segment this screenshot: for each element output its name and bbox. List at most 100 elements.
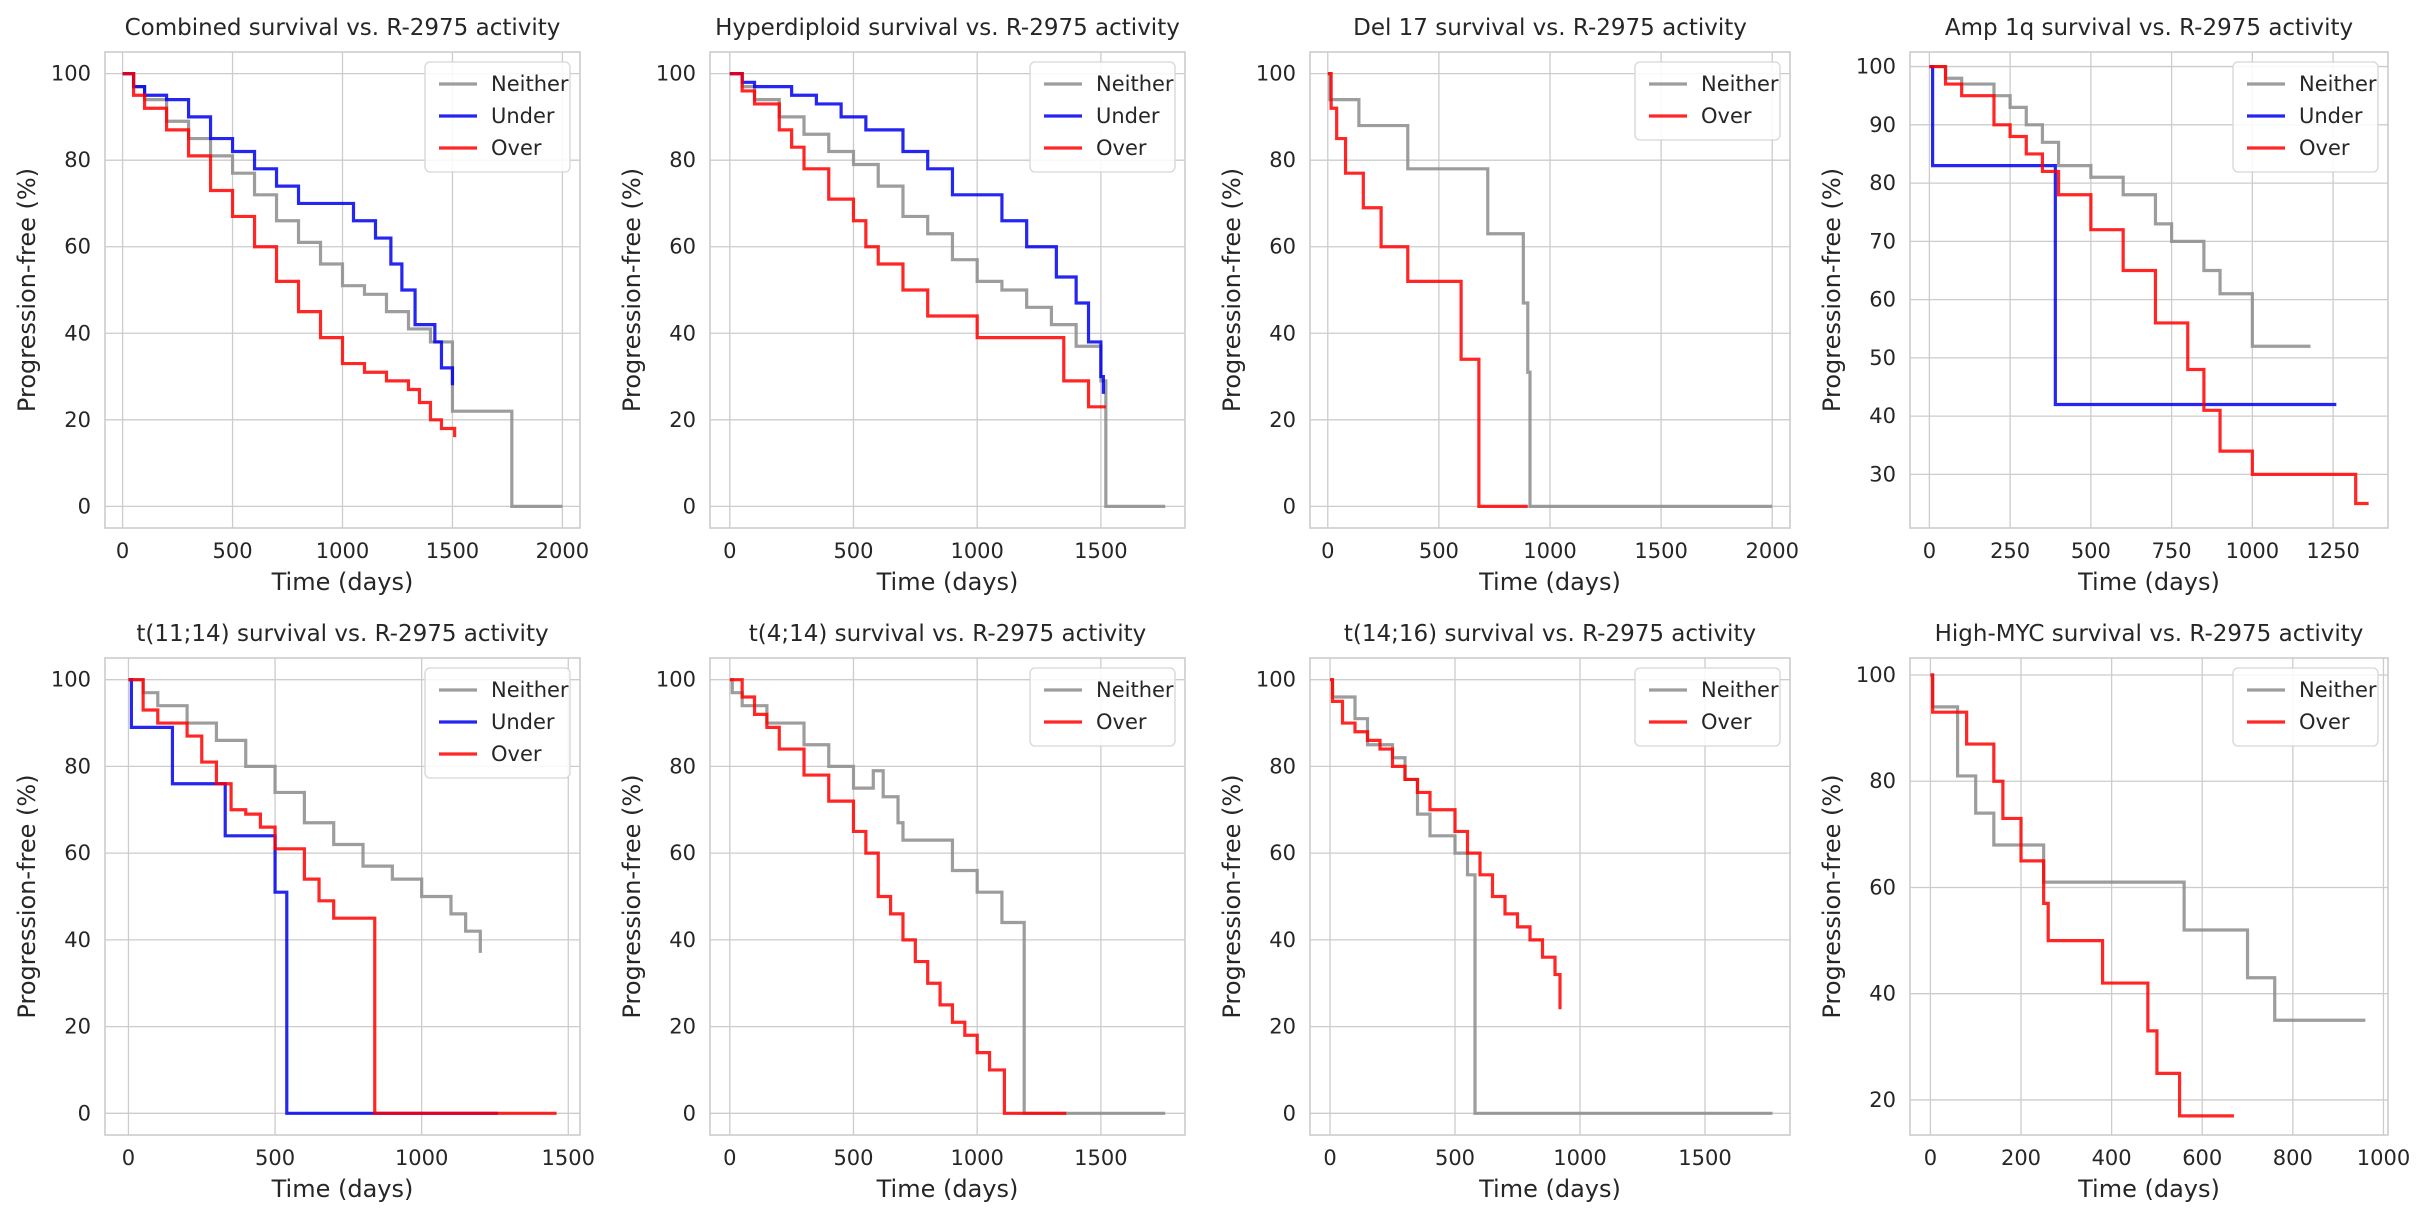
x-tick-label: 600 bbox=[2182, 1146, 2222, 1170]
x-tick-label: 2000 bbox=[536, 539, 589, 563]
legend-label-neither: Neither bbox=[2299, 678, 2377, 702]
x-tick-label: 500 bbox=[833, 1146, 873, 1170]
y-tick-label: 40 bbox=[1869, 404, 1896, 428]
chart-title: t(11;14) survival vs. R-2975 activity bbox=[136, 621, 548, 647]
chart-panel-4: 0 250 500 750 1000 1250 30 40 50 60 70 80 90 100 Amp 1… bbox=[1818, 15, 2389, 596]
series-line-neither bbox=[1327, 72, 1773, 508]
plot-frame bbox=[104, 51, 581, 529]
legend: Neither Over bbox=[1634, 61, 1781, 141]
series-line-over bbox=[1330, 678, 1562, 1010]
x-tick-label: 1500 bbox=[1074, 539, 1127, 563]
legend-label-under: Under bbox=[491, 104, 555, 128]
chart-panel-8: 0 200 400 600 800 1000 20 40 60 80 100 High-MYC sur… bbox=[1818, 621, 2410, 1203]
y-tick-label: 20 bbox=[64, 1015, 91, 1039]
x-tick-label: 800 bbox=[2273, 1146, 2313, 1170]
y-tick-label: 20 bbox=[1269, 1015, 1296, 1039]
legend: Neither Over bbox=[1029, 667, 1176, 747]
y-tick-label: 60 bbox=[669, 235, 696, 259]
legend-label-under: Under bbox=[2299, 104, 2363, 128]
y-tick-label: 0 bbox=[1283, 1101, 1296, 1125]
y-tick-label: 80 bbox=[1869, 171, 1896, 195]
x-tick-label: 1000 bbox=[395, 1146, 448, 1170]
plot-frame bbox=[1309, 51, 1791, 529]
legend-label-over: Over bbox=[2299, 136, 2350, 160]
chart-title: High-MYC survival vs. R-2975 activity bbox=[1935, 621, 2364, 647]
x-axis-label: Time (days) bbox=[1478, 1175, 1621, 1203]
y-tick-label: 50 bbox=[1869, 346, 1896, 370]
legend: Neither Over bbox=[1634, 667, 1781, 747]
y-tick-label: 100 bbox=[1856, 55, 1896, 79]
x-tick-label: 1500 bbox=[1074, 1146, 1127, 1170]
y-tick-label: 20 bbox=[1869, 1088, 1896, 1112]
series-line-over bbox=[1327, 72, 1528, 508]
y-tick-label: 60 bbox=[669, 841, 696, 865]
chart-title: t(4;14) survival vs. R-2975 activity bbox=[749, 621, 1147, 647]
chart-panel-2: 0 500 1000 1500 0 20 40 60 80 100 Hyperdiploid sur… bbox=[618, 15, 1186, 596]
y-tick-label: 0 bbox=[1283, 494, 1296, 518]
chart-title: Amp 1q survival vs. R-2975 activity bbox=[1945, 15, 2353, 41]
x-tick-label: 0 bbox=[116, 539, 129, 563]
x-tick-label: 0 bbox=[1924, 1146, 1937, 1170]
legend-label-over: Over bbox=[1096, 136, 1147, 160]
y-tick-label: 60 bbox=[64, 841, 91, 865]
y-axis-label: Progression-free (%) bbox=[13, 774, 41, 1018]
y-tick-label: 80 bbox=[669, 148, 696, 172]
x-tick-label: 750 bbox=[2152, 539, 2192, 563]
y-tick-label: 80 bbox=[64, 754, 91, 778]
legend-box bbox=[1029, 667, 1176, 747]
y-tick-label: 0 bbox=[78, 1101, 91, 1125]
legend: Neither Under Over bbox=[1029, 61, 1176, 173]
y-tick-label: 0 bbox=[683, 494, 696, 518]
x-tick-label: 2000 bbox=[1745, 539, 1798, 563]
x-axis-label: Time (days) bbox=[271, 1175, 414, 1203]
y-tick-label: 80 bbox=[64, 148, 91, 172]
y-tick-label: 70 bbox=[1869, 229, 1896, 253]
x-tick-label: 1500 bbox=[426, 539, 479, 563]
legend-label-under: Under bbox=[491, 710, 555, 734]
y-tick-label: 40 bbox=[64, 321, 91, 345]
chart-panel-5: 0 500 1000 1500 0 20 40 60 80 100 t(11;14) surviva… bbox=[13, 621, 595, 1203]
x-tick-label: 0 bbox=[1923, 539, 1936, 563]
y-tick-label: 60 bbox=[1869, 288, 1896, 312]
legend-box bbox=[424, 61, 571, 173]
x-tick-label: 500 bbox=[212, 539, 252, 563]
plot-frame bbox=[1309, 657, 1791, 1136]
legend-box bbox=[1634, 61, 1781, 141]
y-tick-label: 30 bbox=[1869, 462, 1896, 486]
plot-frame bbox=[709, 51, 1186, 529]
x-tick-label: 1000 bbox=[1553, 1146, 1606, 1170]
x-tick-label: 400 bbox=[2092, 1146, 2132, 1170]
x-tick-label: 250 bbox=[1990, 539, 2030, 563]
y-axis-label: Progression-free (%) bbox=[13, 168, 41, 412]
y-tick-label: 40 bbox=[1269, 321, 1296, 345]
legend-label-neither: Neither bbox=[1701, 72, 1779, 96]
legend-label-neither: Neither bbox=[491, 72, 569, 96]
x-tick-label: 500 bbox=[255, 1146, 295, 1170]
chart-title: Del 17 survival vs. R-2975 activity bbox=[1353, 15, 1747, 41]
y-tick-label: 20 bbox=[669, 408, 696, 432]
legend: Neither Under Over bbox=[424, 667, 571, 779]
y-tick-label: 20 bbox=[64, 408, 91, 432]
legend: Neither Under Over bbox=[424, 61, 571, 173]
x-axis-label: Time (days) bbox=[876, 568, 1019, 596]
y-axis-label: Progression-free (%) bbox=[618, 168, 646, 412]
series-line-under bbox=[122, 72, 455, 386]
y-tick-label: 100 bbox=[656, 668, 696, 692]
y-axis-label: Progression-free (%) bbox=[1818, 774, 1846, 1018]
legend-box bbox=[424, 667, 571, 779]
x-tick-label: 0 bbox=[1321, 539, 1334, 563]
series-line-over bbox=[729, 678, 1067, 1115]
legend-label-over: Over bbox=[2299, 710, 2350, 734]
y-tick-label: 100 bbox=[1256, 668, 1296, 692]
x-tick-label: 0 bbox=[723, 539, 736, 563]
y-tick-label: 100 bbox=[656, 62, 696, 86]
legend-box bbox=[1029, 61, 1176, 173]
x-axis-label: Time (days) bbox=[876, 1175, 1019, 1203]
x-tick-label: 500 bbox=[1435, 1146, 1475, 1170]
x-tick-label: 200 bbox=[2001, 1146, 2041, 1170]
y-tick-label: 0 bbox=[78, 494, 91, 518]
x-tick-label: 1000 bbox=[950, 1146, 1003, 1170]
x-tick-label: 0 bbox=[723, 1146, 736, 1170]
legend-label-over: Over bbox=[491, 136, 542, 160]
x-tick-label: 1000 bbox=[1523, 539, 1576, 563]
